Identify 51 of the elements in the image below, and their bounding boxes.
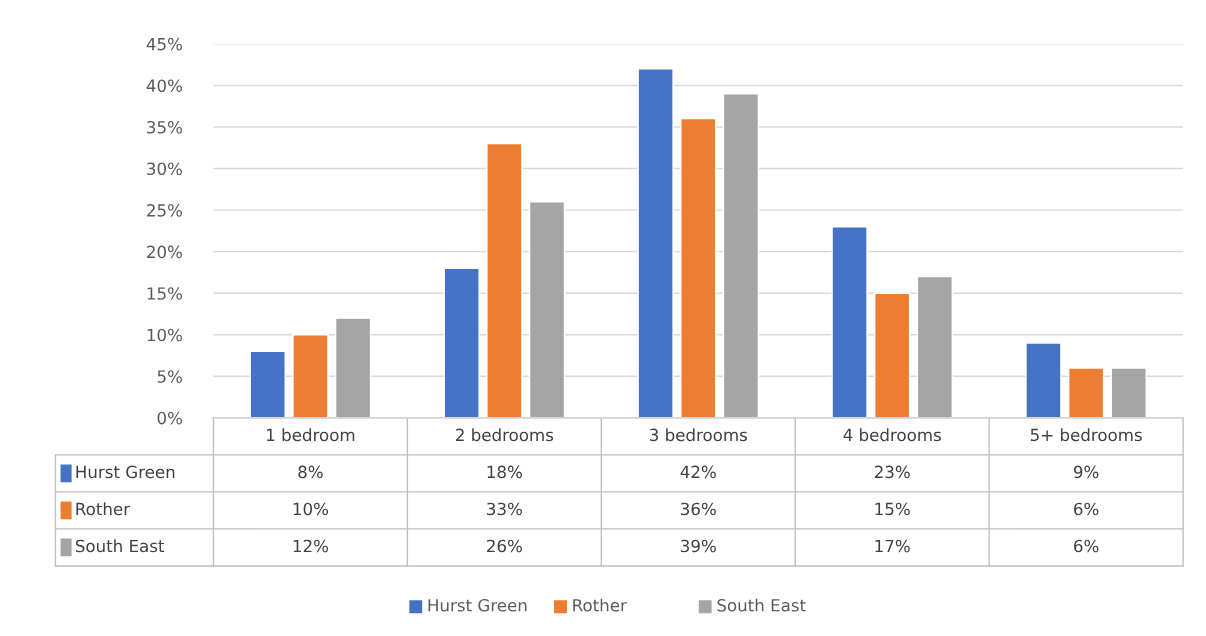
legend-label: Hurst Green	[76, 465, 175, 479]
y-tick-label: 5%	[157, 370, 182, 383]
data-label: 10%	[293, 502, 329, 516]
bar	[637, 68, 674, 418]
bar	[916, 275, 954, 418]
legend-label: Rother	[573, 598, 627, 612]
data-label: 12%	[293, 539, 329, 553]
y-tick-label: 35%	[147, 120, 182, 134]
data-label: 36%	[681, 502, 716, 516]
bar	[249, 350, 286, 418]
bar	[874, 292, 911, 418]
data-label: 9%	[1073, 465, 1099, 479]
y-tick-label: 45%	[146, 37, 182, 51]
y-tick-label: 25%	[147, 204, 182, 217]
text: Rother	[76, 502, 131, 516]
y-tick-label: 10%	[147, 328, 182, 342]
x-tick-label: 3 bedrooms	[649, 428, 748, 442]
bar	[680, 117, 717, 418]
text: South East	[75, 539, 165, 553]
y-tick-label: 0%	[157, 411, 182, 425]
bar	[528, 201, 566, 418]
bar	[1067, 367, 1105, 418]
x-tick-label: 1 bedroom	[267, 428, 355, 442]
bar	[831, 226, 868, 418]
y-tick-label: 15%	[147, 287, 182, 300]
y-tick-label: 40%	[146, 79, 182, 93]
bar	[1025, 342, 1062, 418]
data-label: 23%	[874, 465, 910, 479]
y-tick-label: 20%	[147, 245, 182, 259]
data-label: 42%	[680, 465, 716, 479]
y-tick-label: 30%	[147, 162, 182, 176]
bar	[486, 142, 523, 418]
data-label: 17%	[875, 539, 910, 553]
data-label: 39%	[681, 539, 716, 553]
bar	[334, 317, 372, 418]
data-label: 8%	[298, 465, 323, 479]
data-label: 6%	[1074, 539, 1099, 553]
data-label: 26%	[487, 539, 522, 553]
bar	[443, 267, 480, 418]
data-label: 33%	[487, 502, 522, 516]
x-tick-label: 5+ bedrooms	[1030, 428, 1142, 442]
x-tick-label: 4 bedrooms	[843, 428, 941, 442]
bar	[1110, 367, 1147, 418]
bar	[722, 93, 760, 418]
data-label: 15%	[875, 502, 910, 516]
data-label: 6%	[1074, 502, 1099, 516]
data-label: 18%	[487, 465, 522, 479]
text: Hurst Green	[428, 598, 527, 612]
legend-label: South East	[717, 598, 806, 612]
bar	[292, 334, 329, 418]
x-tick-label: 2 bedrooms	[456, 428, 554, 442]
